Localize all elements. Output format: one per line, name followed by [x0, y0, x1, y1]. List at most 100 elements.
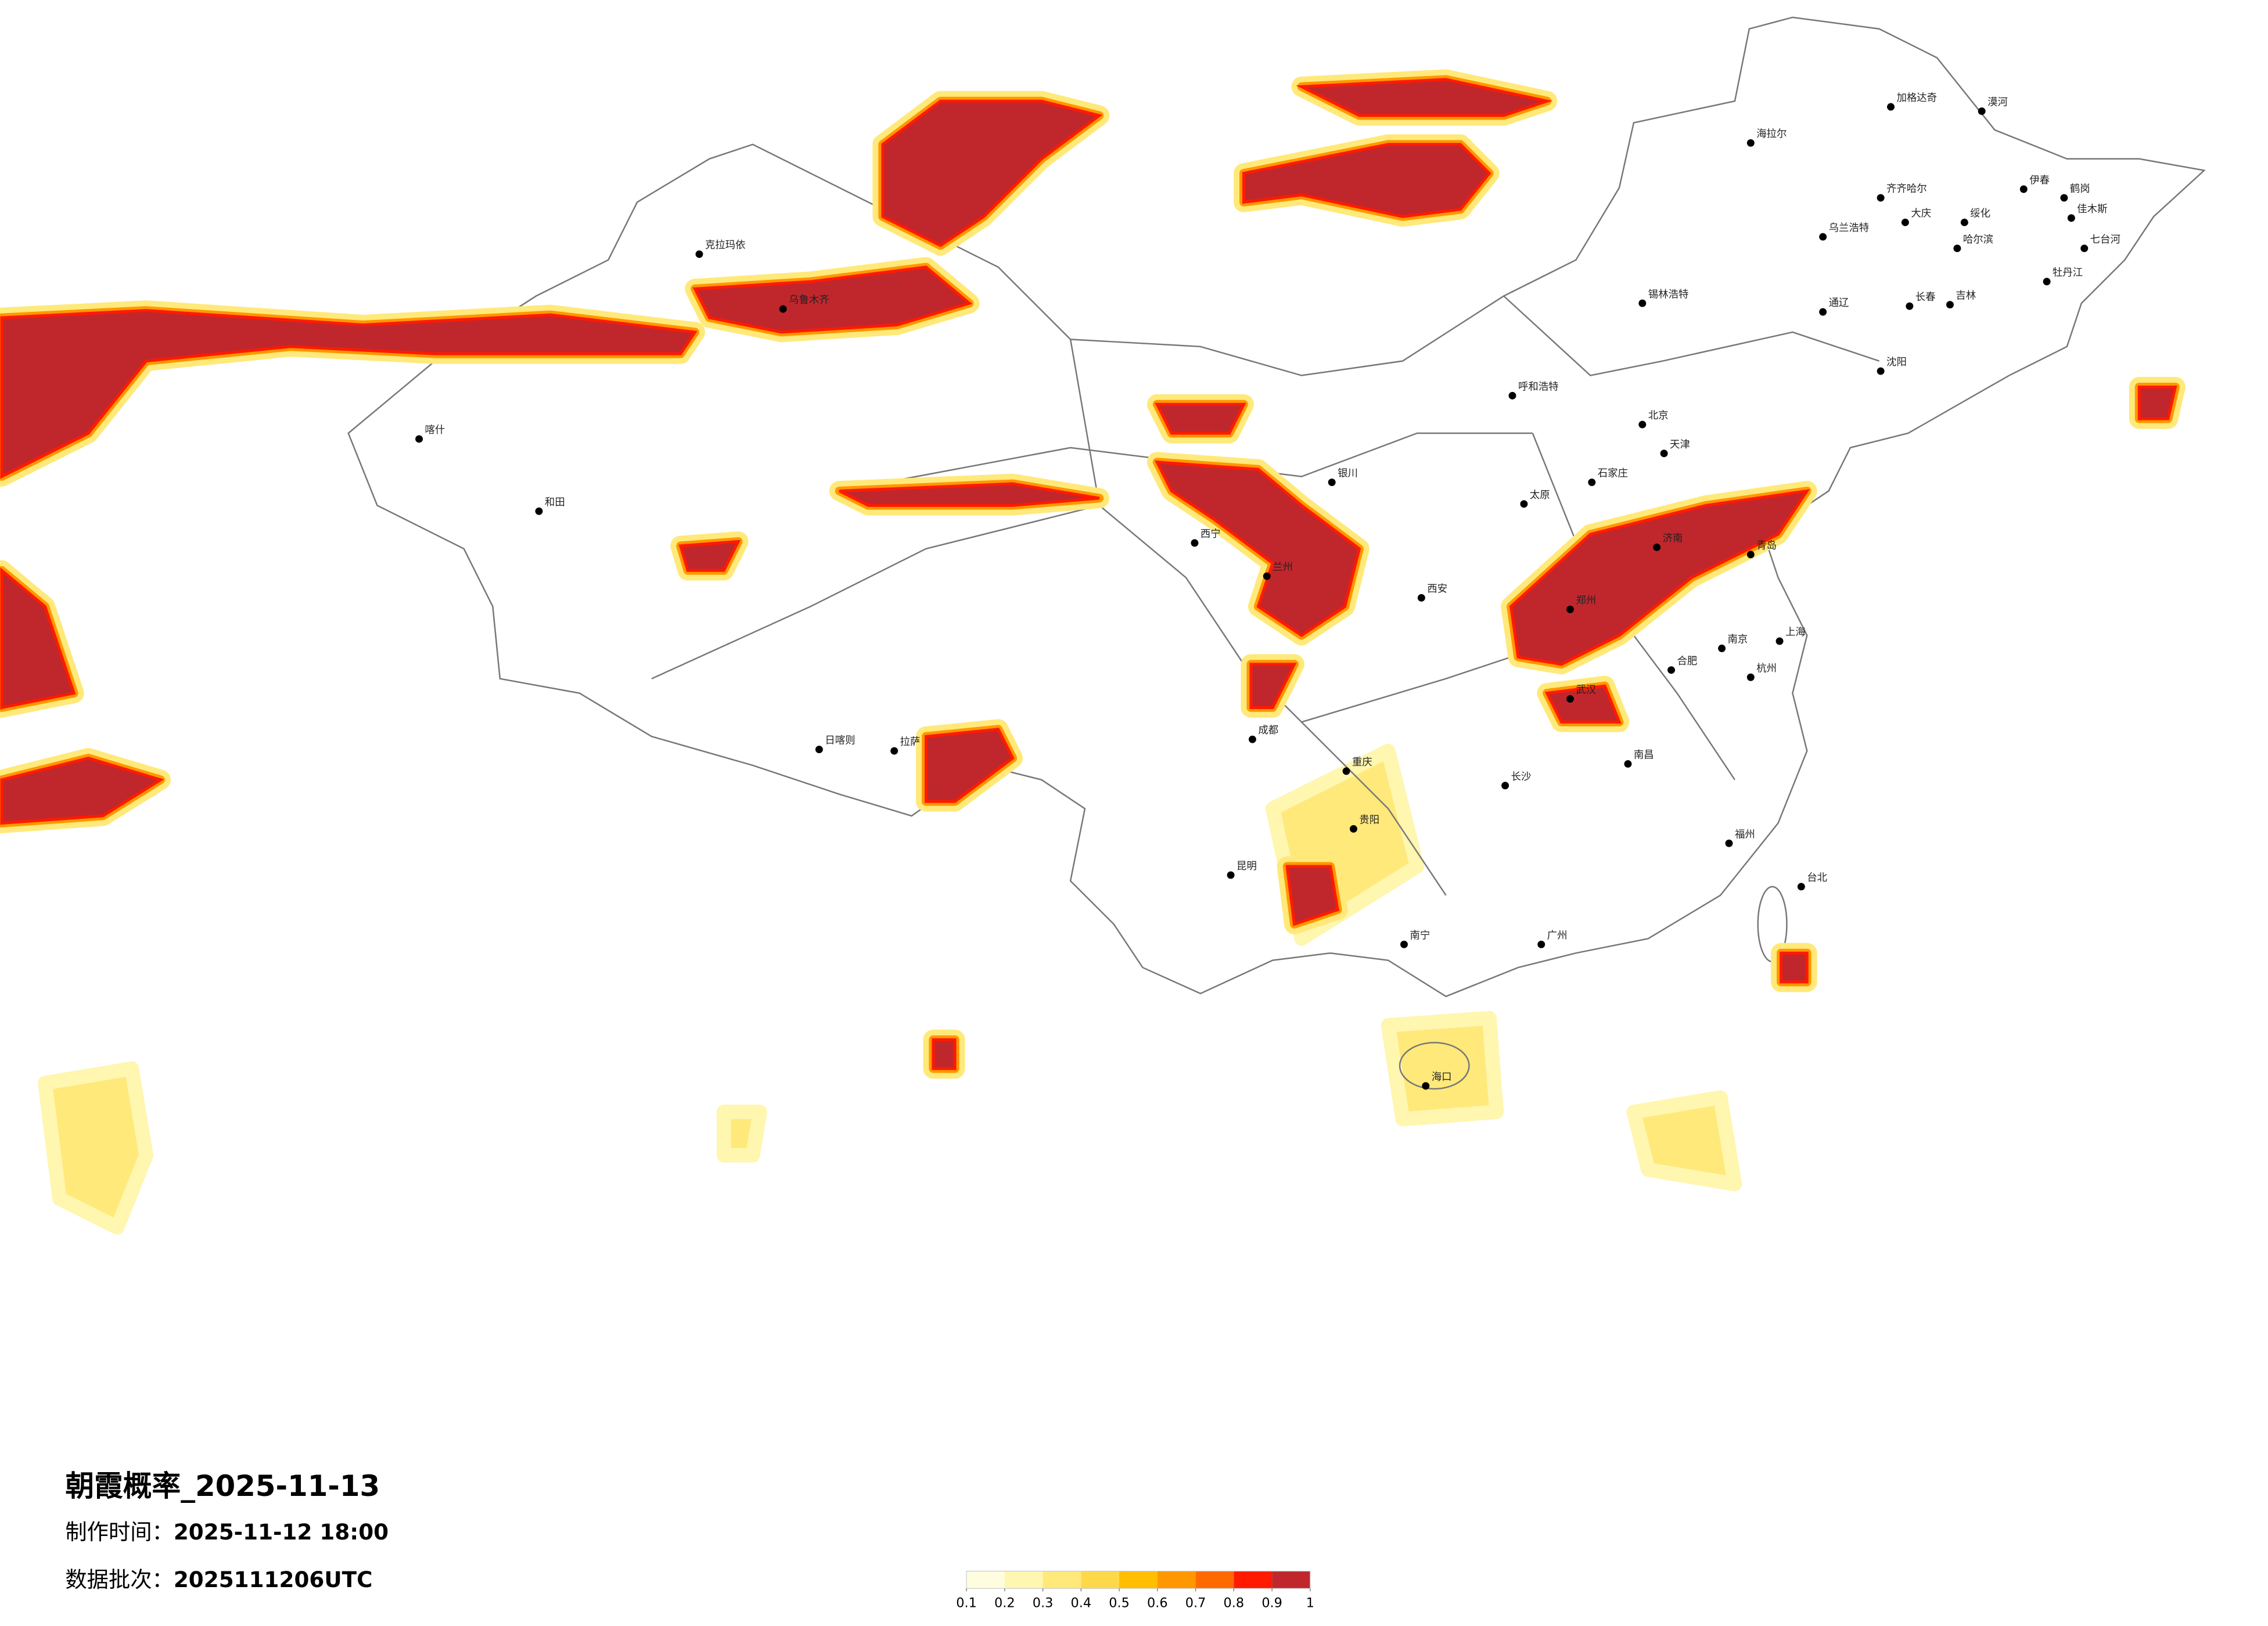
- city-label: 天津: [1670, 439, 1690, 451]
- city-label: 漠河: [1987, 97, 2008, 109]
- city-label: 北京: [1648, 410, 1669, 422]
- city-label: 长春: [1915, 292, 1936, 303]
- batch: 2025111206UTC: [174, 1567, 373, 1592]
- heat-core: [0, 756, 164, 825]
- colorbar: 0.1 0.2 0.3 0.4 0.5 0.6 0.7 0.8 0.9 1: [956, 1570, 1314, 1611]
- colorbar-label: 0.9: [1261, 1596, 1282, 1611]
- heat-core: [678, 539, 741, 572]
- city-dot: [2043, 278, 2051, 286]
- city-dot: [1400, 940, 1408, 948]
- city-dot: [1638, 299, 1647, 307]
- city-dot: [1718, 645, 1726, 652]
- city-label: 鹤岗: [2070, 184, 2090, 195]
- batch-line: 数据批次：2025111206UTC: [65, 1567, 372, 1592]
- haze-area: [1381, 1010, 1504, 1127]
- heat-core: [0, 309, 698, 479]
- heat-core: [1296, 78, 1553, 117]
- hainan-outline: [1399, 1042, 1470, 1090]
- colorbar-label: 0.1: [956, 1596, 977, 1611]
- colorbar-label: 1: [1306, 1596, 1314, 1611]
- city-label: 杭州: [1756, 663, 1777, 674]
- heat-core: [839, 482, 1100, 507]
- colorbar-label: 0.3: [1033, 1596, 1054, 1611]
- city-label: 海口: [1432, 1071, 1452, 1083]
- colorbar-label: 0.7: [1185, 1596, 1206, 1611]
- haze-area: [1626, 1090, 1742, 1192]
- city-label: 广州: [1547, 930, 1568, 941]
- city-dot: [1624, 760, 1632, 768]
- colorbar-label: 0.8: [1224, 1596, 1245, 1611]
- title: 朝霞概率_2025-11-13: [65, 1469, 380, 1503]
- city-dot: [1775, 637, 1784, 645]
- city-dot: [779, 305, 787, 313]
- city-dot: [1227, 871, 1235, 879]
- city-dot: [1350, 825, 1357, 833]
- heat-core: [1285, 865, 1339, 926]
- city-label: 郑州: [1576, 595, 1596, 606]
- city-dot: [1342, 767, 1350, 775]
- city-dot: [1906, 302, 1914, 310]
- city-dot: [2019, 185, 2028, 193]
- city-label: 克拉玛依: [705, 240, 746, 251]
- heat-core: [881, 99, 1103, 247]
- colorbar-bin: [1004, 1571, 1043, 1589]
- city-label: 南昌: [1634, 750, 1654, 761]
- city-label: 吉林: [1956, 290, 1976, 302]
- city-label: 牡丹江: [2053, 267, 2083, 279]
- city-dot: [1725, 839, 1733, 847]
- city-dot: [815, 746, 823, 754]
- city-label: 沈阳: [1886, 357, 1907, 368]
- city-label: 兰州: [1273, 562, 1293, 573]
- city-label: 通辽: [1829, 297, 1849, 309]
- city-label: 锡林浩特: [1648, 289, 1689, 300]
- city-dot: [1653, 543, 1661, 551]
- city-dot: [1746, 551, 1755, 559]
- city-label: 武汉: [1576, 685, 1596, 696]
- city-label: 西安: [1427, 584, 1447, 595]
- city-dot: [1660, 449, 1668, 458]
- city-dot: [1191, 539, 1199, 547]
- haze-area: [38, 1061, 154, 1235]
- colorbar-bin: [1272, 1571, 1310, 1589]
- city-dot: [1508, 391, 1516, 400]
- city-label: 加格达奇: [1896, 92, 1937, 104]
- heat-core: [1249, 663, 1297, 709]
- city-dot: [1819, 308, 1827, 316]
- city-dot: [1877, 194, 1885, 202]
- colorbar-label: 0.5: [1109, 1596, 1130, 1611]
- heat-core: [2137, 385, 2177, 420]
- made-line: 制作时间：2025-11-12 18:00: [65, 1519, 389, 1545]
- city-label: 日喀则: [825, 735, 855, 747]
- city-dot: [1978, 107, 1986, 115]
- city-label: 西宁: [1201, 528, 1221, 540]
- city-label: 济南: [1663, 533, 1683, 545]
- city-label: 石家庄: [1598, 468, 1628, 480]
- city-dot: [695, 250, 703, 258]
- city-label: 佳木斯: [2077, 204, 2107, 215]
- colorbar-label: 0.4: [1071, 1596, 1092, 1611]
- city-label: 拉萨: [900, 736, 921, 748]
- city-dot: [2067, 214, 2075, 222]
- colorbar-bin: [1195, 1571, 1234, 1589]
- heat-core: [932, 1038, 957, 1070]
- colorbar-label: 0.2: [994, 1596, 1015, 1611]
- heat-core: [1155, 460, 1361, 638]
- city-dot: [890, 747, 898, 755]
- city-label: 重庆: [1352, 757, 1372, 768]
- city-label: 上海: [1785, 627, 1806, 638]
- city-label: 南京: [1728, 634, 1748, 646]
- city-label: 海拉尔: [1756, 128, 1787, 140]
- colorbar-bin: [1234, 1571, 1273, 1589]
- made-label: 制作时间：: [65, 1519, 173, 1545]
- city-label: 合肥: [1677, 656, 1697, 667]
- city-label: 哈尔滨: [1963, 234, 1993, 246]
- city-label: 呼和浩特: [1518, 381, 1559, 393]
- city-label: 青岛: [1756, 540, 1777, 552]
- city-dot: [1566, 605, 1574, 613]
- heat-core: [1155, 402, 1246, 435]
- city-label: 齐齐哈尔: [1886, 184, 1927, 195]
- city-label: 绥化: [1970, 208, 1990, 220]
- heat-core: [1544, 684, 1622, 724]
